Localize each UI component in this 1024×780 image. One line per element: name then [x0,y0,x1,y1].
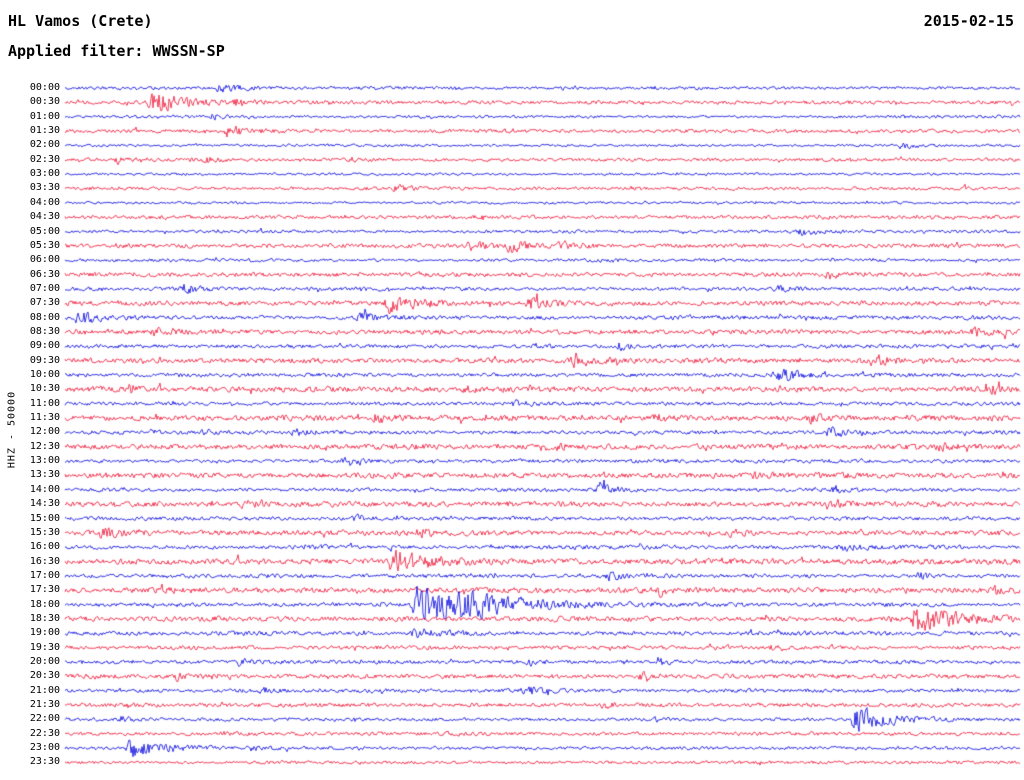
seismogram-canvas [0,0,1024,780]
helicorder-page: { "header": { "station": "HL Vamos (Cret… [0,0,1024,780]
